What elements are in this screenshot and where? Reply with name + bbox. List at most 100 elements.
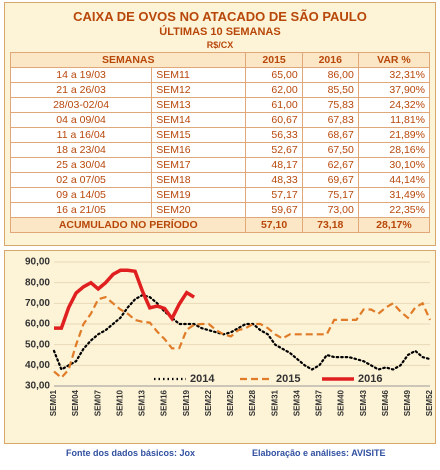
cell: 25 a 30/04 xyxy=(9,157,153,173)
table-panel: CAIXA DE OVOS NO ATACADO DE SÃO PAULO ÚL… xyxy=(4,2,436,246)
cell: 18 a 23/04 xyxy=(9,142,153,158)
x-tick-label: SEM40 xyxy=(337,389,346,416)
y-tick-label: 90,00 xyxy=(25,257,50,268)
price-table: SEMANAS 2015 2016 VAR % 14 a 19/03 SEM11 65,00… xyxy=(9,52,431,233)
cell: 52,67 xyxy=(245,142,303,158)
cell: 22,35% xyxy=(357,202,431,218)
column-header: VAR % xyxy=(357,52,431,68)
cell: 57,17 xyxy=(245,187,303,203)
legend-label: 2016 xyxy=(358,373,382,385)
cell: 62,00 xyxy=(245,82,303,98)
source: Fonte dos dados básicos: Jox xyxy=(66,448,196,458)
cell: 85,50 xyxy=(301,82,359,98)
y-tick-label: 50,00 xyxy=(25,339,50,350)
title: CAIXA DE OVOS NO ATACADO DE SÃO PAULO xyxy=(73,9,367,24)
cell: SEM13 xyxy=(151,97,247,113)
x-tick-label: SEM49 xyxy=(403,389,412,416)
x-tick-label: SEM52 xyxy=(425,389,434,416)
cell: SEM15 xyxy=(151,127,247,143)
x-tick-label: SEM22 xyxy=(204,389,213,416)
cell: 68,67 xyxy=(301,127,359,143)
cell: 11 a 16/04 xyxy=(9,127,153,143)
series-line xyxy=(54,268,196,330)
x-tick-label: SEM31 xyxy=(270,389,279,416)
cell: 21 a 26/03 xyxy=(9,82,153,98)
cell: 73,00 xyxy=(301,202,359,218)
total-cell: 57,10 xyxy=(245,217,303,233)
cell: 24,32% xyxy=(357,97,431,113)
cell: 69,67 xyxy=(301,172,359,188)
table-row: 02 a 07/05 SEM18 48,33 69,67 44,14% xyxy=(9,172,431,188)
analysis: Elaboração e análises: AVISITE xyxy=(252,448,386,458)
table-row: 18 a 23/04 SEM16 52,67 67,50 28,16% xyxy=(9,142,431,158)
cell: 02 a 07/05 xyxy=(9,172,153,188)
cell: 86,00 xyxy=(301,67,359,83)
unit: R$/CX xyxy=(206,40,234,50)
table-row: 04 a 09/04 SEM14 60,67 67,83 11,81% xyxy=(9,112,431,128)
header-row: SEMANAS 2015 2016 VAR % xyxy=(9,52,431,68)
cell: 48,17 xyxy=(245,157,303,173)
x-tick-label: SEM34 xyxy=(292,389,301,416)
table-row: 21 a 26/03 SEM12 62,00 85,50 37,90% xyxy=(9,82,431,98)
total-cell: ACUMULADO NO PERÍODO xyxy=(9,217,247,233)
cell: 28/03-02/04 xyxy=(9,97,153,113)
x-tick-label: SEM07 xyxy=(93,389,102,416)
cell: SEM11 xyxy=(151,67,247,83)
x-tick-label: SEM28 xyxy=(248,389,257,416)
x-tick-label: SEM04 xyxy=(71,389,80,416)
x-tick-label: SEM13 xyxy=(138,389,147,416)
cell: 67,50 xyxy=(301,142,359,158)
cell: 04 a 09/04 xyxy=(9,112,153,128)
cell: 62,67 xyxy=(301,157,359,173)
cell: 75,83 xyxy=(301,97,359,113)
x-tick-label: SEM16 xyxy=(160,389,169,416)
cell: 11,81% xyxy=(357,112,431,128)
x-tick-label: SEM46 xyxy=(381,389,390,416)
cell: SEM14 xyxy=(151,112,247,128)
cell: 09 a 14/05 xyxy=(9,187,153,203)
table-row: 25 a 30/04 SEM17 48,17 62,67 30,10% xyxy=(9,157,431,173)
series-line xyxy=(53,295,432,380)
cell: 28,16% xyxy=(357,142,431,158)
chart-frame xyxy=(4,250,436,444)
x-tick-label: SEM19 xyxy=(182,389,191,416)
cell: 30,10% xyxy=(357,157,431,173)
y-tick-label: 30,00 xyxy=(25,381,50,392)
table-row: 09 a 14/05 SEM19 57,17 75,17 31,49% xyxy=(9,187,431,203)
series-line xyxy=(52,293,432,372)
cell: 37,90% xyxy=(357,82,431,98)
cell: SEM19 xyxy=(151,187,247,203)
x-tick-label: SEM10 xyxy=(115,389,124,416)
cell: SEM16 xyxy=(151,142,247,158)
cell: 44,14% xyxy=(357,172,431,188)
cell: 32,31% xyxy=(357,67,431,83)
total-cell: 73,18 xyxy=(301,217,359,233)
cell: 31,49% xyxy=(357,187,431,203)
chart: 30,00 40,00 50,00 60,00 70,00 80,00 90,00 SEM01… xyxy=(4,250,436,444)
cell: 60,67 xyxy=(245,112,303,128)
cell: 67,83 xyxy=(301,112,359,128)
cell: 21,89% xyxy=(357,127,431,143)
y-tick-label: 60,00 xyxy=(25,319,50,330)
column-header: 2016 xyxy=(301,52,359,68)
cell: 48,33 xyxy=(245,172,303,188)
x-tick-label: SEM01 xyxy=(49,389,58,416)
cell: SEM20 xyxy=(151,202,247,218)
table-row: 16 a 21/05 SEM20 59,67 73,00 22,35% xyxy=(9,202,431,218)
y-tick-label: 80,00 xyxy=(25,277,50,288)
cell: SEM17 xyxy=(151,157,247,173)
total-row: ACUMULADO NO PERÍODO 57,10 73,18 28,17% xyxy=(9,217,431,233)
cell: 65,00 xyxy=(245,67,303,83)
cell: 59,67 xyxy=(245,202,303,218)
legend-label: 2014 xyxy=(190,373,215,385)
table-row: 28/03-02/04 SEM13 61,00 75,83 24,32% xyxy=(9,97,431,113)
cell: 56,33 xyxy=(245,127,303,143)
cell: 75,17 xyxy=(301,187,359,203)
y-tick-label: 70,00 xyxy=(25,298,50,309)
cell: 14 a 19/03 xyxy=(9,67,153,83)
column-header: 2015 xyxy=(245,52,303,68)
cell: SEM12 xyxy=(151,82,247,98)
y-tick-label: 40,00 xyxy=(25,360,50,371)
column-header: SEMANAS xyxy=(9,52,247,68)
